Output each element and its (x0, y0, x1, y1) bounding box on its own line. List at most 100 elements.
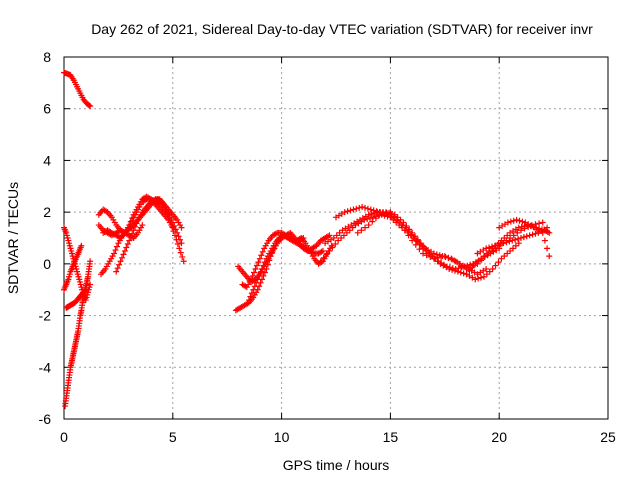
data-point (361, 216, 368, 223)
data-point (434, 254, 441, 261)
data-point (133, 220, 140, 227)
data-point (178, 240, 185, 247)
data-point (261, 259, 268, 266)
data-point (459, 263, 466, 270)
data-point (344, 208, 351, 215)
data-point (319, 247, 326, 254)
data-point (486, 244, 493, 251)
data-point (178, 224, 185, 231)
data-point (516, 217, 523, 224)
series-arc-evening-2 (474, 224, 551, 257)
data-point (509, 237, 516, 244)
data-point (483, 245, 490, 252)
data-point (169, 224, 176, 231)
data-point (449, 256, 456, 263)
data-point (460, 270, 467, 277)
data-point (329, 244, 336, 251)
data-point (405, 232, 412, 239)
data-point (258, 252, 265, 259)
data-point (256, 255, 263, 262)
data-point (512, 236, 519, 243)
data-point (332, 241, 339, 248)
data-point (248, 276, 255, 283)
data-point (514, 229, 521, 236)
grid (64, 57, 608, 419)
data-point (412, 241, 419, 248)
data-point (257, 269, 264, 276)
data-point (129, 215, 136, 222)
data-point (541, 237, 548, 244)
data-point (489, 266, 496, 273)
data-point (117, 258, 124, 265)
data-point (506, 238, 513, 245)
data-point (86, 102, 93, 109)
data-point (492, 262, 499, 269)
series-arc-early-high (61, 69, 94, 110)
data-point (408, 231, 415, 238)
series-arc-morning-4 (113, 196, 185, 275)
data-point (515, 235, 522, 242)
series-arc-evening-3 (496, 216, 553, 260)
data-point (536, 220, 543, 227)
data-point (517, 235, 524, 241)
data-point (254, 276, 261, 283)
data-point (354, 229, 361, 236)
data-point (252, 266, 259, 273)
data-point (113, 243, 120, 250)
data-point (451, 267, 458, 274)
series-arc-dip-a (62, 258, 94, 410)
data-point (300, 235, 307, 241)
data-point (82, 287, 89, 294)
data-point (504, 219, 511, 226)
x-tick-label: 20 (491, 429, 507, 445)
data-point (441, 253, 448, 260)
data-point (362, 224, 369, 231)
data-point (127, 218, 134, 225)
data-point (372, 215, 379, 222)
data-point (367, 206, 374, 213)
data-point (544, 245, 551, 252)
data-point (488, 243, 495, 250)
data-point (323, 251, 330, 258)
data-point (174, 241, 181, 248)
data-point (507, 218, 514, 225)
data-point (251, 269, 258, 276)
y-tick-label: 4 (43, 152, 51, 168)
data-point (121, 247, 128, 254)
data-point (326, 247, 333, 254)
data-point (478, 274, 485, 281)
data-point (253, 262, 260, 269)
y-tick-label: 0 (43, 256, 51, 272)
data-point (391, 213, 398, 220)
data-point (78, 242, 85, 249)
data-point (114, 265, 121, 272)
data-point (529, 231, 536, 238)
data-point (520, 234, 527, 241)
data-point (173, 236, 180, 243)
data-point (179, 253, 186, 260)
data-point (255, 259, 262, 266)
x-tick-label: 5 (169, 429, 177, 445)
data-point (260, 262, 267, 269)
x-tick-label: 0 (60, 429, 68, 445)
data-point (82, 286, 89, 293)
data-point (466, 267, 473, 274)
data-point (253, 279, 260, 286)
data-point (249, 272, 256, 279)
data-point (364, 216, 371, 223)
data-point (380, 210, 387, 217)
data-point (500, 240, 507, 247)
data-point (175, 233, 182, 240)
data-point (132, 223, 139, 230)
data-point (495, 259, 502, 266)
data-point (446, 266, 453, 273)
y-tick-label: -4 (39, 359, 52, 375)
data-point (523, 233, 530, 240)
data-point (546, 253, 553, 260)
data-point (491, 242, 498, 249)
series-arc-midday-4 (239, 229, 307, 291)
data-point (364, 205, 371, 212)
data-point (176, 245, 183, 252)
data-point (126, 237, 133, 244)
data-point (116, 261, 123, 268)
